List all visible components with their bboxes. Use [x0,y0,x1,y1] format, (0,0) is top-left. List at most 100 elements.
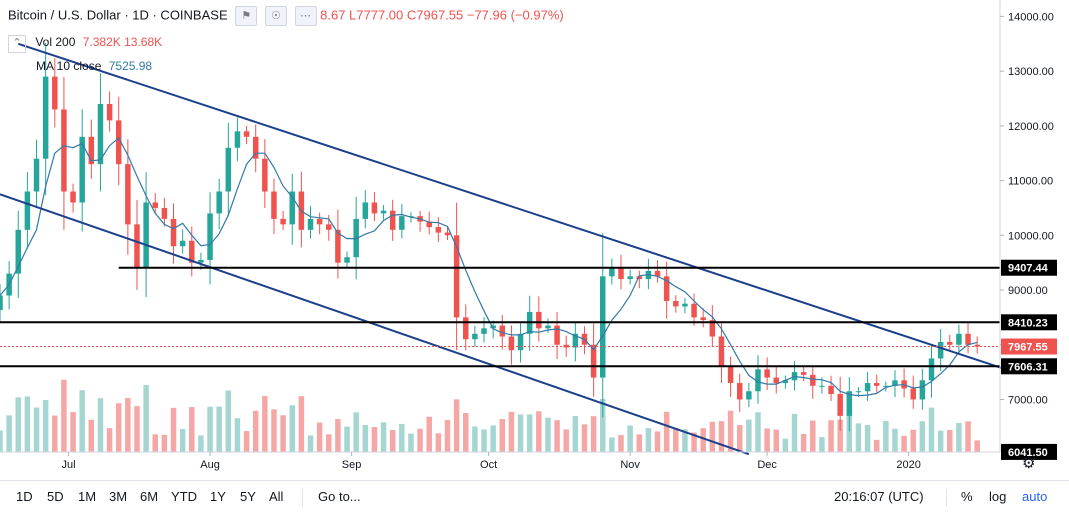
utc-clock[interactable]: 20:16:07 (UTC) [834,489,924,504]
timeframe-ytd[interactable]: YTD [171,489,197,504]
timeframe-5y[interactable]: 5Y [240,489,256,504]
toolbar-divider [946,489,947,507]
volume-bar [846,411,853,452]
volume-bar [910,429,916,452]
candle-body [189,240,195,263]
volume-bar [399,423,405,452]
timeframe-1d[interactable]: 1D [16,489,33,504]
volume-bar [6,415,12,452]
candle-body [873,383,880,386]
ma-label[interactable]: MA 10 close [36,59,102,73]
candle-body [782,380,789,384]
volume-bar [52,415,58,452]
candle-body [536,311,542,329]
volume-bar [152,434,158,452]
candle-body [974,344,980,347]
candle-body [0,295,3,311]
time-tick-label: Oct [480,459,497,471]
candle-body [609,268,615,277]
candle-body [727,366,734,384]
volume-bar [207,406,213,452]
volume-bar [618,435,624,452]
volume-bar [88,419,95,452]
candle-body [170,218,177,247]
settings-gear-icon[interactable]: ⚙ [1022,455,1036,472]
ma-10-line [0,136,978,397]
volume-bar [61,379,67,452]
eye-icon[interactable]: ☉ [264,6,287,26]
ohlc-values: 8.67 L7777.00 C7967.55 −77.96 (−0.97%) [320,7,564,23]
goto-button[interactable]: Go to... [318,489,361,504]
volume-bar [426,416,432,452]
candle-body [399,216,405,230]
candle-body [636,276,643,280]
volume-bar [974,440,980,452]
volume-bar [234,418,241,452]
trendline-upper [17,42,1010,372]
price-chart[interactable]: 7000.008000.009000.0010000.0011000.00120… [0,0,1069,480]
flag-icon[interactable]: ⚑ [235,6,258,26]
log-toggle[interactable]: log [989,489,1007,504]
collapse-icon[interactable]: ⌃ [8,35,26,53]
symbol-title[interactable]: Bitcoin / U.S. Dollar · 1D · COINBASE [8,7,228,23]
volume-bar [645,428,652,452]
candle-body [746,391,752,400]
candle-body [362,202,369,219]
volume-bar [335,419,341,452]
time-tick-label: Sep [342,459,362,471]
candle-body [444,232,451,236]
volume-label[interactable]: Vol 200 [35,35,76,49]
volume-bar [736,425,743,452]
trendline-lower [0,193,750,456]
candle-body [316,218,323,225]
candle-body [682,303,688,307]
candle-body [499,325,506,337]
timeframe-3m[interactable]: 3M [109,489,128,504]
candle-body [928,358,935,381]
timeframe-all[interactable]: All [269,489,284,504]
candle-body [453,235,460,318]
timeframe-5d[interactable]: 5D [47,489,64,504]
more-icon[interactable]: ⋯ [294,6,317,26]
price-tick-label: 9000.00 [1008,285,1048,297]
volume-bar [609,437,615,452]
candle-body [572,333,579,348]
time-axis[interactable]: Jul Aug Sep Oct Nov Dec 2020 [61,452,921,471]
volume-bar [24,396,31,452]
candle-body [152,202,158,208]
volume-bar [764,428,770,452]
volume-bar [919,421,926,452]
candle-body [335,229,341,263]
candle-body [892,380,898,386]
candle-body [179,240,186,247]
candle-body [846,391,853,416]
volume-bar [15,397,22,452]
auto-toggle[interactable]: auto [1022,489,1048,504]
candle-body [389,210,396,230]
candle-body [79,136,85,203]
volume-bar [800,433,807,452]
volume-bar [937,430,944,452]
volume-bar [581,424,588,452]
candle-body [545,325,551,329]
candle-body [143,202,149,269]
timeframe-6m[interactable]: 6M [140,489,159,504]
volume-bar [864,424,871,452]
volume-bar [252,410,259,452]
volume-bar [353,412,359,452]
candle-body [463,317,469,340]
volume-bar [70,412,76,452]
volume-bar [563,429,569,452]
timeframe-1m[interactable]: 1M [78,489,97,504]
percent-toggle[interactable]: % [961,489,973,504]
candle-body [691,303,697,318]
volume-bar [673,427,679,452]
volume-bar [526,414,533,452]
volume-bar [508,411,515,452]
timeframe-1y[interactable]: 1Y [210,489,226,504]
candle-body [115,120,122,165]
candle-body [88,136,95,165]
volume-bar [189,407,195,452]
volume-bar [517,414,524,452]
